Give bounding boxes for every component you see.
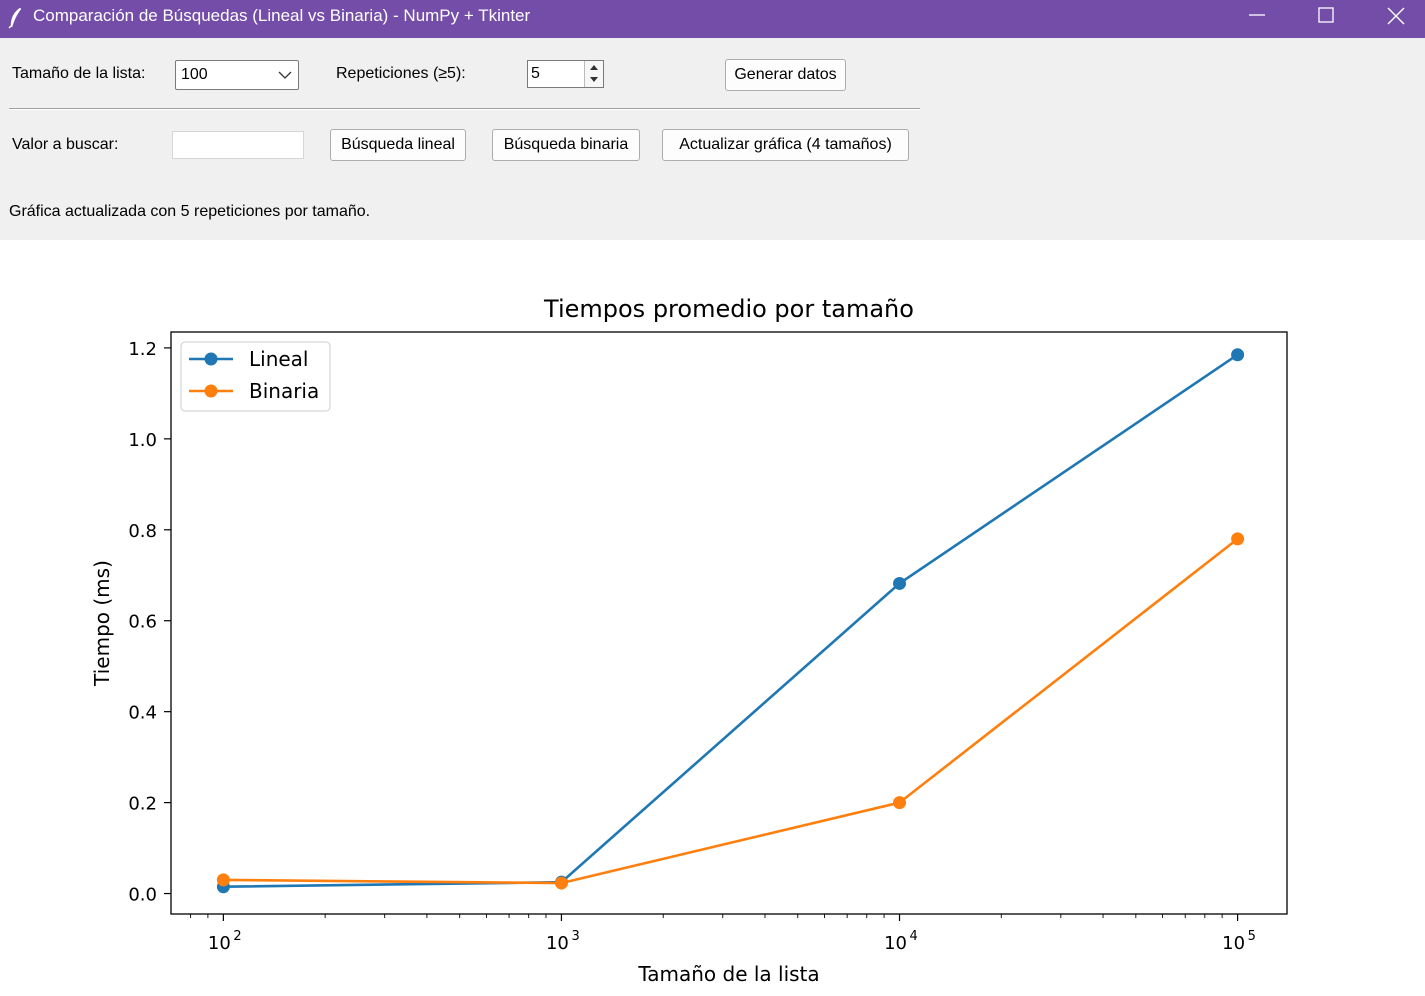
reps-value: 5 [531, 65, 540, 82]
legend-marker-binaria [204, 384, 218, 398]
minimize-button[interactable] [1227, 0, 1287, 38]
x-tick-exponent: 2 [233, 929, 241, 944]
series-line-binaria [223, 537, 1239, 885]
x-tick-exponent: 5 [1248, 929, 1256, 944]
spin-up-icon[interactable] [589, 64, 599, 71]
search-value-input[interactable] [172, 131, 304, 159]
legend-marker-lineal [204, 352, 218, 366]
generate-data-button[interactable]: Generar datos [725, 59, 846, 91]
legend-label-binaria: Binaria [249, 379, 319, 403]
legend-label-lineal: Lineal [249, 347, 309, 371]
size-combobox[interactable]: 100 [175, 60, 299, 90]
reps-label: Repeticiones (≥5): [336, 65, 466, 82]
data-point-lineal [893, 576, 907, 590]
reps-spinbox[interactable]: 5 [527, 60, 604, 88]
y-axis-label: Tiempo (ms) [90, 560, 114, 687]
series-layer [216, 348, 1245, 894]
plot-frame [170, 331, 1288, 915]
size-label: Tamaño de la lista: [12, 65, 146, 82]
chevron-down-icon [278, 71, 292, 79]
data-point-binaria [893, 796, 907, 810]
x-tick-label: 10 [1222, 933, 1245, 954]
close-icon [1387, 7, 1405, 25]
feather-icon [8, 7, 22, 29]
x-tick-label: 10 [546, 933, 569, 954]
y-tick-label: 0.6 [128, 612, 157, 633]
spin-arrows[interactable] [584, 61, 603, 87]
data-point-binaria [554, 876, 568, 890]
separator [9, 108, 920, 110]
data-point-lineal [1231, 348, 1245, 362]
y-tick-label: 1.2 [128, 339, 157, 360]
x-tick-exponent: 4 [910, 929, 918, 944]
x-tick-label: 10 [884, 933, 907, 954]
y-tick-label: 0.2 [128, 794, 157, 815]
x-tick-label: 10 [208, 933, 231, 954]
y-tick-label: 1.0 [128, 430, 157, 451]
x-axis-label: Tamaño de la lista [637, 962, 819, 986]
maximize-button[interactable] [1296, 0, 1356, 38]
legend: Lineal Binaria [180, 341, 331, 412]
chart-title: Tiempos promedio por tamaño [543, 295, 914, 323]
window-title: Comparación de Búsquedas (Lineal vs Bina… [33, 6, 531, 25]
chart: Tiempos promedio por tamaño 0.0 0.2 0.4 0.6… [90, 295, 1288, 986]
close-button[interactable] [1366, 0, 1425, 38]
data-point-binaria [216, 873, 230, 887]
linear-search-button[interactable]: Búsqueda lineal [330, 129, 466, 161]
spin-down-icon[interactable] [589, 76, 599, 83]
y-tick-label: 0.8 [128, 521, 157, 542]
axis-ticks: 0.00.20.40.60.81.01.210 2 10 3 10 4 10 5 [128, 339, 1256, 954]
y-tick-label: 0.0 [128, 885, 157, 906]
x-tick-exponent: 3 [571, 929, 579, 944]
y-tick-label: 0.4 [128, 703, 157, 724]
binary-search-button[interactable]: Búsqueda binaria [492, 129, 640, 161]
update-chart-button[interactable]: Actualizar gráfica (4 tamaños) [662, 129, 909, 161]
search-value-label: Valor a buscar: [12, 136, 119, 153]
size-value: 100 [181, 66, 208, 83]
data-point-binaria [1231, 532, 1245, 546]
title-bar: Comparación de Búsquedas (Lineal vs Bina… [0, 0, 1425, 38]
series-line-lineal [223, 353, 1239, 888]
status-text: Gráfica actualizada con 5 repeticiones p… [9, 203, 371, 220]
minimize-icon [1249, 14, 1265, 16]
maximize-icon [1318, 7, 1334, 23]
control-panel: Tamaño de la lista: 100 Repeticiones (≥5… [0, 38, 1425, 240]
